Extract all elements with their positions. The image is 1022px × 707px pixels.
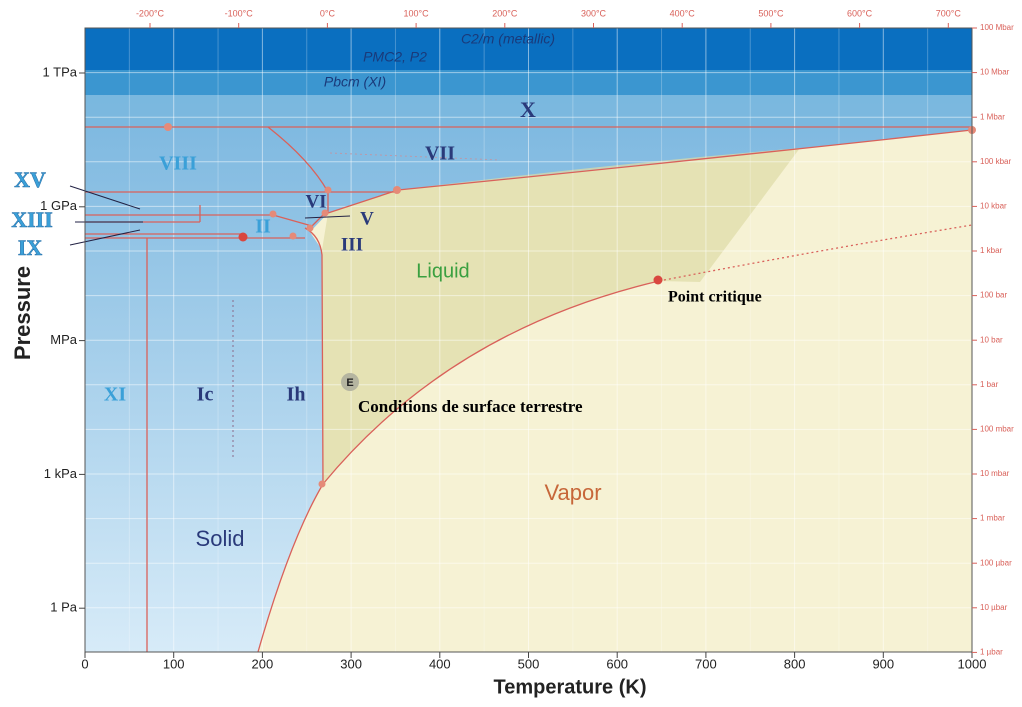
right-tick-label: 100 mbar bbox=[980, 425, 1014, 434]
x-tick-label: 1000 bbox=[958, 656, 987, 671]
point bbox=[269, 210, 277, 218]
right-tick-label: 1 mbar bbox=[980, 514, 1005, 523]
y-tick-label: 1 GPa bbox=[40, 198, 78, 213]
top-tick-label: 300°C bbox=[581, 8, 607, 18]
labels: C2/m (metallic) PMC2, P2 Pbcm (XI) X VII… bbox=[10, 31, 762, 699]
phase-label: XIII bbox=[11, 207, 53, 232]
phase-label: Liquid bbox=[416, 260, 469, 282]
right-tick-label: 1 kbar bbox=[980, 246, 1003, 255]
right-tick-label: 10 kbar bbox=[980, 202, 1007, 211]
point bbox=[393, 186, 401, 194]
top-tick-label: 100°C bbox=[404, 8, 430, 18]
right-tick-label: 1 µbar bbox=[980, 648, 1003, 657]
y-axis-title: Pressure bbox=[10, 266, 35, 360]
solid-region bbox=[85, 28, 972, 652]
supercritical bbox=[658, 224, 973, 282]
y-tick-label: 1 TPa bbox=[43, 64, 78, 79]
x-tick-label: 200 bbox=[252, 656, 274, 671]
phase-label: PMC2, P2 bbox=[363, 49, 427, 65]
x-tick-label: 600 bbox=[606, 656, 628, 671]
right-tick-label: 100 µbar bbox=[980, 558, 1012, 567]
top-tick-label: 600°C bbox=[847, 8, 873, 18]
y-tick-label: 1 Pa bbox=[50, 600, 78, 615]
arrows bbox=[69, 185, 351, 246]
top-tick-label: 0°C bbox=[320, 8, 336, 18]
x-axis-title: Temperature (K) bbox=[494, 676, 647, 698]
arrow bbox=[69, 185, 141, 210]
phase-label: VI bbox=[305, 191, 326, 212]
critical-point bbox=[653, 275, 663, 285]
right-tick-label: 100 bar bbox=[980, 291, 1007, 300]
right-tick-label: 100 kbar bbox=[980, 157, 1011, 166]
phase-label: III bbox=[341, 234, 363, 255]
x-tick-label: 400 bbox=[429, 656, 451, 671]
y-tick-label: MPa bbox=[50, 332, 78, 347]
x-tick-label: 0 bbox=[81, 656, 88, 671]
right-tick-label: 10 µbar bbox=[980, 603, 1008, 612]
top-tick-label: 400°C bbox=[670, 8, 696, 18]
phase-label: Vapor bbox=[544, 480, 601, 505]
right-tick-label: 10 mbar bbox=[980, 469, 1010, 478]
top-tick-label: -100°C bbox=[225, 8, 254, 18]
phase-label: V bbox=[360, 208, 374, 229]
point bbox=[324, 186, 332, 194]
y-tick-label: 1 kPa bbox=[44, 466, 78, 481]
point bbox=[318, 480, 326, 488]
phase-label: X bbox=[520, 97, 536, 122]
dotted-vii bbox=[329, 152, 501, 161]
point bbox=[306, 224, 314, 232]
right-tick-label: 100 Mbar bbox=[980, 23, 1014, 32]
right-tick-label: 1 Mbar bbox=[980, 112, 1005, 121]
arrow bbox=[69, 229, 141, 246]
top-tick-label: -200°C bbox=[136, 8, 165, 18]
arrow bbox=[304, 215, 351, 219]
right-tick-label: 1 bar bbox=[980, 380, 999, 389]
phase-label: Pbcm (XI) bbox=[324, 74, 386, 90]
phase-label: Ic bbox=[197, 384, 214, 406]
x-tick-label: 100 bbox=[163, 656, 185, 671]
point bbox=[238, 232, 248, 242]
phase-label: VIII bbox=[159, 153, 197, 175]
point bbox=[289, 232, 297, 240]
phase-label: Solid bbox=[196, 526, 245, 551]
phase-lines bbox=[85, 126, 973, 653]
x-tick-label: 300 bbox=[340, 656, 362, 671]
phase-label: Ih bbox=[287, 384, 306, 406]
right-tick-label: 10 bar bbox=[980, 335, 1003, 344]
top-tick-label: 500°C bbox=[758, 8, 784, 18]
annotation: Conditions de surface terrestre bbox=[358, 397, 583, 416]
x-tick-label: 800 bbox=[784, 656, 806, 671]
x-tick-label: 700 bbox=[695, 656, 717, 671]
x-tick-label: 500 bbox=[518, 656, 540, 671]
annotation: Point critique bbox=[668, 289, 762, 306]
point bbox=[164, 123, 172, 131]
phase-label: VII bbox=[425, 143, 455, 165]
right-tick-label: 10 Mbar bbox=[980, 68, 1010, 77]
phase-label: XI bbox=[104, 384, 126, 406]
points bbox=[164, 123, 976, 488]
x-tick-label: 900 bbox=[872, 656, 894, 671]
annotation: E bbox=[346, 377, 353, 389]
phase-label: IX bbox=[18, 235, 43, 260]
vapor-curve bbox=[257, 280, 660, 653]
phase-label: XV bbox=[14, 167, 46, 192]
top-tick-label: 700°C bbox=[936, 8, 962, 18]
melting-vii bbox=[327, 129, 973, 214]
phase-label: C2/m (metallic) bbox=[461, 31, 555, 47]
liquid-region bbox=[322, 148, 800, 484]
phase-label: II bbox=[255, 216, 271, 238]
earth-circle bbox=[341, 373, 359, 391]
top-tick-label: 200°C bbox=[492, 8, 518, 18]
point bbox=[321, 209, 329, 217]
